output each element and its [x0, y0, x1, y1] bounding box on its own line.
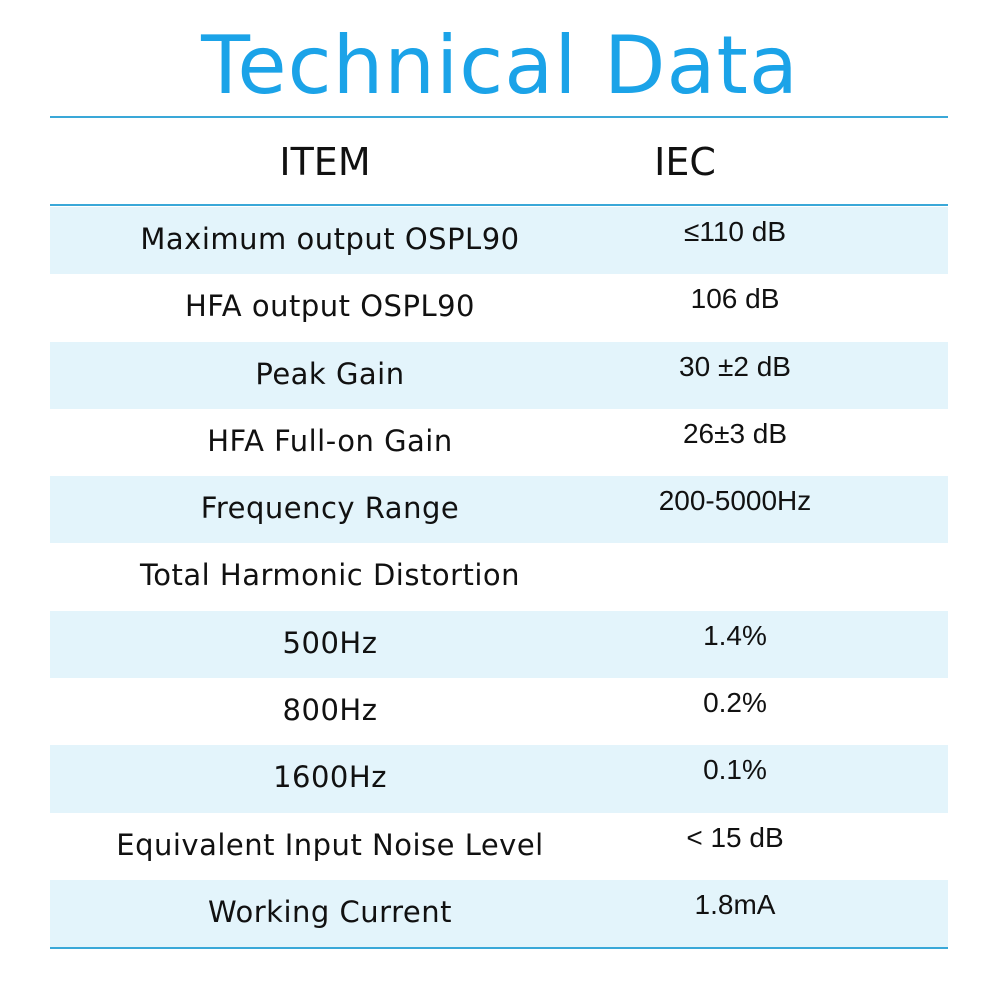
row-iec-value: 30 ±2 dB	[679, 350, 791, 382]
title-divider	[50, 116, 948, 118]
table-row: 1600Hz 0.1%	[50, 745, 948, 813]
row-iec-value: 1.4%	[703, 619, 767, 651]
row-iec-value: 1.8mA	[694, 888, 776, 920]
header-divider	[50, 204, 948, 206]
table-row: HFA Full-on Gain 26±3 dB	[50, 409, 948, 476]
row-iec-value: 0.1%	[703, 754, 767, 786]
table-row: 500Hz 1.4%	[50, 610, 948, 679]
row-item-label: 500Hz	[282, 625, 378, 660]
column-header-item: ITEM	[279, 140, 371, 184]
row-item-label: Total Harmonic Distortion	[139, 558, 521, 593]
row-item-label: Working Current	[208, 894, 452, 929]
row-iec-value: ≤110 dB	[683, 216, 787, 247]
page-title: Technical Data	[201, 19, 799, 112]
table-row: Equivalent Input Noise Level < 15 dB	[50, 813, 948, 880]
row-iec-value: 200-5000Hz	[658, 485, 812, 517]
row-item-label: Peak Gain	[255, 356, 405, 391]
table-row: Frequency Range 200-5000Hz	[50, 476, 948, 544]
row-item-label: Frequency Range	[200, 491, 460, 526]
table-row: Maximum output OSPL90 ≤110 dB	[50, 207, 948, 275]
column-header-iec: IEC	[654, 140, 716, 184]
row-iec-value: 106 dB	[690, 283, 780, 315]
row-iec-value: 0.2%	[703, 687, 767, 719]
row-iec-value: < 15 dB	[686, 821, 784, 853]
table-row: Working Current 1.8mA	[50, 879, 948, 948]
row-item-label: 800Hz	[282, 693, 378, 728]
row-item-label: HFA Full-on Gain	[207, 423, 453, 458]
row-item-label: HFA output OSPL90	[184, 289, 476, 324]
spec-table: Maximum output OSPL90 ≤110 dB HFA output O…	[50, 207, 948, 948]
table-row: HFA output OSPL90 106 dB	[50, 274, 948, 341]
table-row: Total Harmonic Distortion	[50, 543, 948, 610]
table-row: Peak Gain 30 ±2 dB	[50, 341, 948, 409]
row-item-label: Equivalent Input Noise Level	[116, 827, 544, 862]
row-item-label: Maximum output OSPL90	[140, 222, 520, 256]
row-item-label: 1600Hz	[273, 760, 387, 795]
table-row: 800Hz 0.2%	[50, 678, 948, 745]
table-bottom-rule	[50, 947, 948, 949]
row-iec-value: 26±3 dB	[682, 417, 788, 449]
